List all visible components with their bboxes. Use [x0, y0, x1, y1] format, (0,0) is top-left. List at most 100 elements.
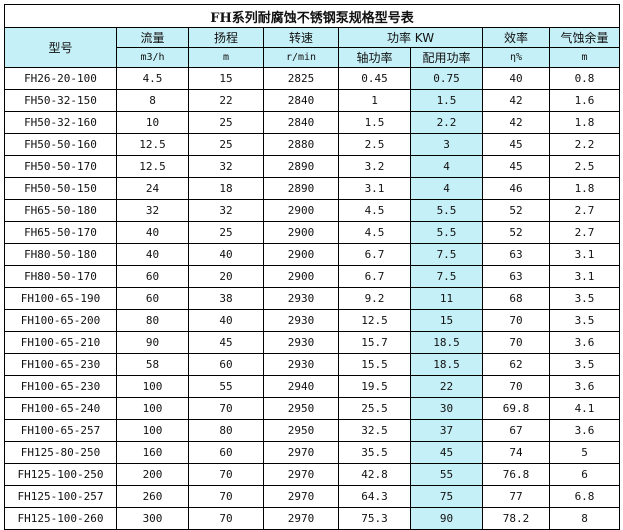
cell-flow: 200: [116, 463, 189, 486]
cell-motor-power: 4: [410, 155, 483, 178]
cell-efficiency: 63: [482, 265, 550, 288]
cell-model: FH50-32-160: [4, 111, 117, 134]
cell-flow: 40: [116, 221, 189, 244]
header-power: 功率 KW: [338, 27, 483, 48]
cell-model: FH100-65-230: [4, 353, 117, 376]
cell-efficiency: 70: [482, 331, 550, 354]
cell-motor-power: 5.5: [410, 221, 483, 244]
header-efficiency-unit: η%: [482, 47, 550, 68]
cell-speed: 2930: [263, 331, 339, 354]
cell-speed: 2890: [263, 155, 339, 178]
cell-speed: 2900: [263, 221, 339, 244]
cell-npsh: 2.7: [548, 221, 621, 244]
cell-speed: 2930: [263, 287, 339, 310]
table-row: FH100-65-190 60 38 2930 9.2 11 68 3.5: [4, 287, 621, 310]
cell-model: FH125-100-257: [4, 485, 117, 508]
cell-shaft-power: 25.5: [338, 397, 411, 420]
cell-model: FH50-50-170: [4, 155, 117, 178]
table-row: FH125-100-250 200 70 2970 42.8 55 76.8 6: [4, 463, 621, 486]
cell-npsh: 3.1: [548, 265, 621, 288]
cell-speed: 2900: [263, 199, 339, 222]
table-row: FH65-50-180 32 32 2900 4.5 5.5 52 2.7: [4, 199, 621, 222]
table-row: FH125-80-250 160 60 2970 35.5 45 74 5: [4, 441, 621, 464]
cell-speed: 2930: [263, 309, 339, 332]
cell-flow: 58: [116, 353, 189, 376]
cell-head: 15: [188, 67, 264, 90]
table-row: FH50-50-170 12.5 32 2890 3.2 4 45 2.5: [4, 155, 621, 178]
header-speed: 转速: [263, 27, 339, 48]
cell-head: 38: [188, 287, 264, 310]
cell-model: FH100-65-257: [4, 419, 117, 442]
cell-speed: 2840: [263, 111, 339, 134]
cell-speed: 2970: [263, 463, 339, 486]
header-head-unit: m: [188, 47, 264, 68]
cell-motor-power: 75: [410, 485, 483, 508]
table-row: FH80-50-180 40 40 2900 6.7 7.5 63 3.1: [4, 243, 621, 266]
cell-npsh: 5: [548, 441, 621, 464]
cell-motor-power: 4: [410, 177, 483, 200]
cell-motor-power: 5.5: [410, 199, 483, 222]
cell-motor-power: 30: [410, 397, 483, 420]
cell-motor-power: 0.75: [410, 67, 483, 90]
cell-head: 32: [188, 155, 264, 178]
cell-speed: 2970: [263, 485, 339, 508]
cell-shaft-power: 1: [338, 89, 411, 112]
cell-motor-power: 37: [410, 419, 483, 442]
cell-efficiency: 70: [482, 375, 550, 398]
cell-speed: 2840: [263, 89, 339, 112]
cell-shaft-power: 0.45: [338, 67, 411, 90]
cell-head: 25: [188, 111, 264, 134]
table-row: FH100-65-240 100 70 2950 25.5 30 69.8 4.1: [4, 397, 621, 420]
table-row: FH100-65-230 100 55 2940 19.5 22 70 3.6: [4, 375, 621, 398]
cell-shaft-power: 42.8: [338, 463, 411, 486]
cell-head: 18: [188, 177, 264, 200]
cell-flow: 4.5: [116, 67, 189, 90]
cell-shaft-power: 4.5: [338, 199, 411, 222]
table-row: FH100-65-257 100 80 2950 32.5 37 67 3.6: [4, 419, 621, 442]
cell-npsh: 3.6: [548, 419, 621, 442]
cell-flow: 12.5: [116, 155, 189, 178]
cell-head: 22: [188, 89, 264, 112]
cell-flow: 32: [116, 199, 189, 222]
cell-efficiency: 68: [482, 287, 550, 310]
cell-model: FH125-100-250: [4, 463, 117, 486]
cell-motor-power: 45: [410, 441, 483, 464]
header-head: 扬程: [188, 27, 264, 48]
cell-efficiency: 70: [482, 309, 550, 332]
cell-model: FH125-80-250: [4, 441, 117, 464]
cell-flow: 100: [116, 419, 189, 442]
cell-shaft-power: 15.5: [338, 353, 411, 376]
cell-efficiency: 74: [482, 441, 550, 464]
cell-head: 32: [188, 199, 264, 222]
table-row: FH100-65-210 90 45 2930 15.7 18.5 70 3.6: [4, 331, 621, 354]
cell-shaft-power: 35.5: [338, 441, 411, 464]
cell-flow: 8: [116, 89, 189, 112]
cell-flow: 100: [116, 375, 189, 398]
cell-flow: 100: [116, 397, 189, 420]
cell-speed: 2900: [263, 243, 339, 266]
cell-efficiency: 67: [482, 419, 550, 442]
cell-model: FH100-65-240: [4, 397, 117, 420]
cell-speed: 2930: [263, 353, 339, 376]
cell-shaft-power: 32.5: [338, 419, 411, 442]
cell-head: 60: [188, 353, 264, 376]
cell-model: FH100-65-200: [4, 309, 117, 332]
cell-motor-power: 7.5: [410, 265, 483, 288]
cell-npsh: 3.6: [548, 331, 621, 354]
cell-shaft-power: 4.5: [338, 221, 411, 244]
header-speed-unit: r/min: [263, 47, 339, 68]
cell-model: FH50-50-150: [4, 177, 117, 200]
cell-model: FH100-65-210: [4, 331, 117, 354]
cell-speed: 2950: [263, 397, 339, 420]
cell-npsh: 1.6: [548, 89, 621, 112]
cell-npsh: 3.6: [548, 375, 621, 398]
cell-head: 45: [188, 331, 264, 354]
cell-npsh: 2.2: [548, 133, 621, 156]
table-row: FH65-50-170 40 25 2900 4.5 5.5 52 2.7: [4, 221, 621, 244]
cell-head: 25: [188, 221, 264, 244]
header-motor-power: 配用功率: [410, 47, 483, 68]
cell-speed: 2890: [263, 177, 339, 200]
cell-flow: 12.5: [116, 133, 189, 156]
cell-motor-power: 55: [410, 463, 483, 486]
cell-shaft-power: 12.5: [338, 309, 411, 332]
